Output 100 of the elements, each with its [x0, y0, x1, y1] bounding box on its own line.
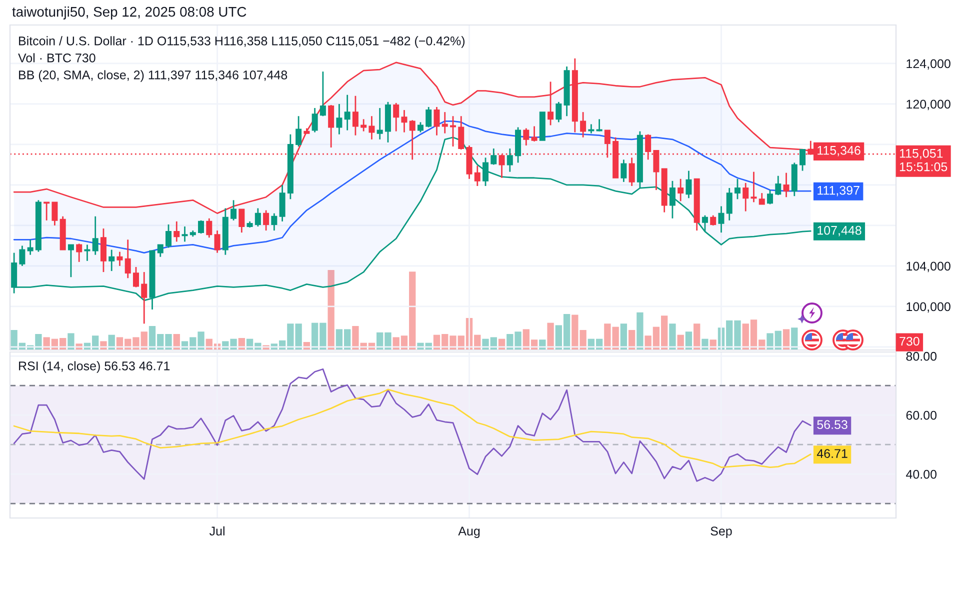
- y-tick-label: 120,000: [906, 100, 950, 110]
- candlestick: [254, 208, 261, 228]
- chart-title: taiwotunji50, Sep 12, 2025 08:08 UTC: [12, 6, 246, 20]
- annotation: Bitcoin / U.S. Dollar · 1D O115,533 H116,358 L115,050 C115,051 −482 (−0.42%): [19, 36, 465, 48]
- candlestick: [417, 122, 424, 134]
- data-label: 56.53: [817, 420, 848, 430]
- candlestick: [702, 214, 708, 232]
- candlestick: [271, 212, 278, 232]
- candlestick: [523, 128, 530, 146]
- candlestick: [336, 103, 342, 136]
- bar: [782, 329, 790, 350]
- candlestick: [344, 94, 350, 131]
- candlestick: [52, 201, 58, 226]
- candlestick: [442, 111, 448, 134]
- data-label: 115,346: [818, 146, 860, 156]
- candlestick: [506, 148, 513, 172]
- candlestick: [401, 109, 408, 134]
- bar: [636, 312, 644, 350]
- candlestick: [775, 175, 782, 196]
- candlestick: [238, 208, 245, 234]
- candlestick: [76, 242, 82, 263]
- candlestick: [580, 111, 586, 138]
- data-label: 111,397: [818, 186, 860, 196]
- candlestick: [214, 230, 220, 254]
- candlestick: [141, 271, 148, 324]
- candlestick: [474, 165, 480, 187]
- candlestick: [84, 244, 90, 262]
- x-tick-label: Sep: [710, 526, 732, 538]
- bar: [669, 324, 676, 350]
- candlestick: [100, 228, 106, 273]
- candlestick: [742, 182, 749, 212]
- text: 730: [900, 336, 920, 346]
- candlestick: [92, 216, 98, 256]
- candlestick: [198, 220, 204, 234]
- candlestick: [279, 184, 286, 222]
- y-tick-label: 80.00: [906, 352, 937, 361]
- candlestick: [678, 178, 684, 202]
- x-tick-label: Jul: [209, 526, 224, 536]
- candlestick: [166, 224, 172, 248]
- candlestick: [68, 244, 74, 278]
- candlestick: [124, 238, 131, 279]
- candlestick: [44, 201, 50, 222]
- candlestick: [426, 106, 432, 128]
- candlestick: [758, 192, 765, 205]
- y-tick-label: 60.00: [906, 410, 937, 420]
- candlestick: [710, 214, 716, 226]
- candlestick: [800, 148, 806, 172]
- y-tick-label: 104,000: [906, 262, 950, 272]
- candlestick: [132, 266, 139, 288]
- candlestick: [548, 81, 554, 126]
- bar: [620, 324, 628, 350]
- candlestick: [296, 115, 302, 148]
- candlestick: [588, 124, 594, 134]
- candlestick: [750, 171, 757, 203]
- candlestick: [352, 95, 358, 136]
- candlestick: [174, 220, 180, 242]
- candlestick: [19, 245, 26, 267]
- y-tick-label: 124,000: [906, 59, 950, 70]
- candlestick: [376, 107, 383, 140]
- text: RSI (14, close) 56.53 46.71: [19, 361, 170, 373]
- bar: [685, 332, 692, 350]
- candlestick: [458, 115, 464, 150]
- candlestick: [783, 172, 790, 198]
- candlestick: [596, 118, 602, 132]
- candlestick: [157, 244, 164, 258]
- bar: [547, 322, 554, 350]
- x-tick-label: Aug: [458, 526, 480, 538]
- bar: [791, 328, 798, 350]
- candlestick: [531, 126, 538, 142]
- candlestick: [230, 199, 237, 222]
- ref-line-label: 115,051 15:51:05: [900, 148, 948, 172]
- candlestick: [263, 210, 270, 232]
- candlestick: [669, 180, 676, 220]
- data-label: 46.71: [816, 449, 848, 458]
- candlestick: [490, 148, 497, 166]
- candlestick: [27, 238, 34, 256]
- candlestick: [556, 101, 562, 123]
- candlestick: [328, 104, 334, 148]
- candlestick: [312, 107, 318, 134]
- y-tick-label: 100,000: [906, 302, 950, 313]
- candlestick: [620, 158, 627, 183]
- bar: [694, 324, 700, 350]
- candlestick: [482, 156, 489, 187]
- candlestick: [116, 251, 123, 267]
- bar: [328, 270, 334, 350]
- y-tick-label: 40.00: [906, 470, 937, 479]
- line-series: [13, 388, 812, 468]
- candlestick: [726, 187, 732, 222]
- candlestick: [206, 218, 212, 238]
- bar: [68, 333, 74, 350]
- candlestick: [360, 118, 367, 132]
- data-label: 107,448: [818, 226, 862, 236]
- annotation: BB (20, SMA, close, 2) 111,397 115,346 107,448: [19, 70, 288, 82]
- bar: [628, 330, 636, 350]
- candlestick: [767, 189, 774, 205]
- candlestick: [108, 249, 115, 272]
- candlestick: [393, 102, 400, 132]
- candlestick: [718, 206, 724, 234]
- candlestick: [645, 134, 652, 160]
- candlestick: [320, 70, 326, 117]
